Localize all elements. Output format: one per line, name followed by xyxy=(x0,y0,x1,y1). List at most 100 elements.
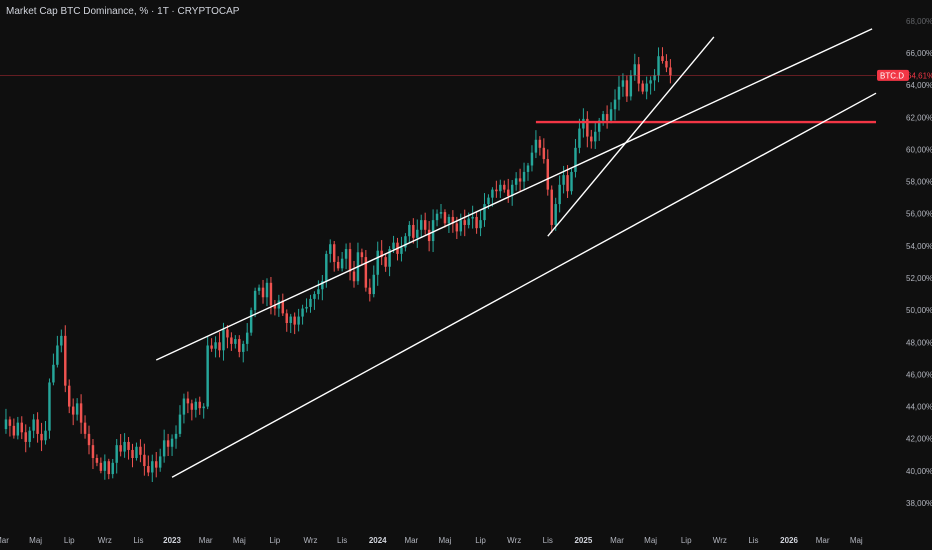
candle xyxy=(329,239,332,263)
candle xyxy=(483,193,486,227)
candle-body xyxy=(645,83,648,92)
candle xyxy=(218,332,221,358)
candle xyxy=(558,175,561,213)
candle-body xyxy=(348,249,352,272)
candle-body xyxy=(285,313,288,323)
trendline-channel-lower[interactable] xyxy=(171,92,877,478)
candle xyxy=(447,214,451,233)
price-axis-background[interactable] xyxy=(876,0,932,530)
last-price-label: BTC.D 64,61% xyxy=(877,69,932,81)
candle xyxy=(214,336,217,358)
price-tick-label: 48,00% xyxy=(906,338,932,347)
candle-body xyxy=(48,382,51,431)
candle xyxy=(372,265,375,298)
candle xyxy=(475,212,478,234)
candle xyxy=(384,253,387,272)
candle-body xyxy=(325,253,328,282)
trendline-channel-upper[interactable] xyxy=(155,28,873,361)
candle-body xyxy=(115,445,118,463)
candle-body xyxy=(151,461,154,473)
candle xyxy=(301,304,304,325)
candle xyxy=(4,408,8,434)
time-axis-background[interactable] xyxy=(0,530,932,550)
candle xyxy=(554,197,557,231)
candle-body xyxy=(451,216,455,224)
candle xyxy=(526,162,530,181)
candle xyxy=(625,75,629,102)
candle-body xyxy=(641,83,644,92)
candle xyxy=(194,398,198,418)
candle xyxy=(419,214,423,238)
candle-body xyxy=(427,229,431,242)
time-axis[interactable]: Mar Maj Lip Wrz Lis 2023 Mar Maj Lip Wrz Lis 2024 Ma… xyxy=(0,536,863,545)
candle-body xyxy=(289,316,292,323)
candle xyxy=(16,416,20,440)
candle-body xyxy=(443,212,447,224)
candle-body xyxy=(514,178,518,185)
candle-body xyxy=(321,281,324,290)
candle-body xyxy=(4,419,8,430)
price-tick-label: 58,00% xyxy=(906,178,932,187)
candle xyxy=(495,180,498,198)
candle-body xyxy=(665,61,668,68)
candle xyxy=(261,279,265,304)
candle xyxy=(75,398,79,421)
candle-body xyxy=(613,99,617,110)
candle xyxy=(503,180,506,193)
candle-body xyxy=(64,335,67,386)
candle-body xyxy=(669,67,672,76)
candle xyxy=(538,136,542,156)
candle xyxy=(491,187,494,207)
candle-body xyxy=(230,337,233,344)
candle-body xyxy=(198,401,201,409)
candle xyxy=(542,138,546,164)
candle xyxy=(36,412,39,443)
candle-body xyxy=(340,258,344,269)
candle-body xyxy=(210,345,213,349)
candle-body xyxy=(52,364,55,383)
candle-body xyxy=(633,64,637,76)
candle-body xyxy=(570,171,573,192)
time-tick-label: Lis xyxy=(748,536,758,545)
candle-body xyxy=(471,216,474,219)
candle xyxy=(79,394,83,434)
candle xyxy=(404,233,407,252)
candle xyxy=(352,260,356,288)
time-tick-label: Mar xyxy=(816,536,830,545)
candle-body xyxy=(32,419,35,431)
candle xyxy=(32,414,35,439)
candle-body xyxy=(499,184,502,192)
candle xyxy=(60,329,63,353)
candle xyxy=(522,162,526,189)
candle xyxy=(443,209,447,228)
candle xyxy=(356,242,360,285)
time-tick-label: 2025 xyxy=(574,536,592,545)
candle xyxy=(669,59,672,84)
candle-body xyxy=(16,422,20,436)
price-tick-label: 52,00% xyxy=(906,274,932,283)
candle-body xyxy=(617,86,621,100)
candle-body xyxy=(487,197,490,205)
candle xyxy=(28,426,31,448)
candle xyxy=(510,179,514,206)
candle-body xyxy=(99,462,103,471)
candle-body xyxy=(435,213,439,221)
candle xyxy=(245,323,249,352)
candle xyxy=(471,205,474,229)
candle-body xyxy=(550,189,553,225)
candle-body xyxy=(590,136,593,142)
candle-body xyxy=(68,385,71,407)
candle-body xyxy=(107,461,111,475)
candle-body xyxy=(360,252,364,258)
price-axis[interactable]: 38,00% 40,00% 42,00% 44,00% 46,00% 48,00% 50,0… xyxy=(906,17,932,508)
candle xyxy=(416,219,419,248)
candle-body xyxy=(249,310,253,333)
trendline-wedge-line[interactable] xyxy=(547,36,715,237)
candle xyxy=(95,454,99,467)
candle-body xyxy=(467,218,470,225)
candle xyxy=(44,421,47,445)
candle xyxy=(174,425,178,449)
candle-body xyxy=(190,403,194,410)
candle-body xyxy=(75,403,79,415)
